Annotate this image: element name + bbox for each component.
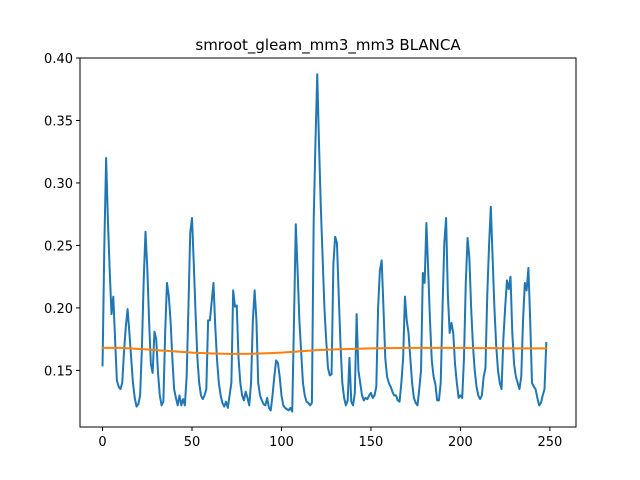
x-axis: 0 50 100 150 200 250 bbox=[98, 427, 562, 450]
x-tick-label: 150 bbox=[359, 435, 384, 450]
y-tick-label: 0.40 bbox=[44, 52, 73, 67]
series-line-1 bbox=[101, 73, 548, 413]
series-line-2 bbox=[101, 346, 548, 355]
plot-frame bbox=[79, 57, 577, 428]
y-tick-label: 0.15 bbox=[44, 364, 73, 379]
chart-title: smroot_gleam_mm3_mm3 BLANCA bbox=[195, 36, 461, 55]
x-tick-label: 50 bbox=[184, 435, 201, 450]
y-tick-label: 0.30 bbox=[44, 177, 73, 192]
y-tick-label: 0.20 bbox=[44, 302, 73, 317]
series-layer bbox=[101, 73, 548, 413]
y-axis: 0.15 0.20 0.25 0.30 0.35 0.40 bbox=[44, 52, 80, 379]
y-tick-label: 0.25 bbox=[44, 239, 73, 254]
x-tick-label: 200 bbox=[448, 435, 473, 450]
x-tick-label: 0 bbox=[98, 435, 106, 450]
x-tick-label: 250 bbox=[537, 435, 562, 450]
y-tick-label: 0.35 bbox=[44, 114, 73, 129]
x-tick-label: 100 bbox=[269, 435, 294, 450]
